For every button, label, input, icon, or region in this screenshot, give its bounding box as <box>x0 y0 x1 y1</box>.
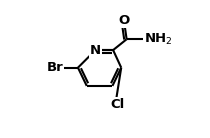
Text: NH$_2$: NH$_2$ <box>144 32 173 47</box>
Text: Cl: Cl <box>111 98 125 111</box>
Text: N: N <box>90 44 101 57</box>
Text: O: O <box>118 14 130 27</box>
Text: Br: Br <box>47 61 63 74</box>
